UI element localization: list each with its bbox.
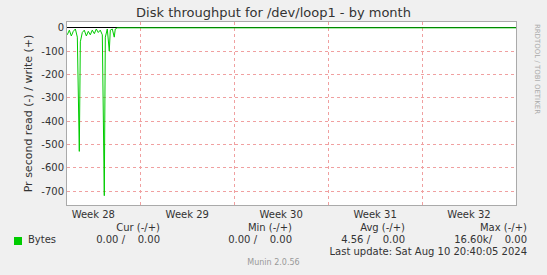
svg-text:Week 29: Week 29 bbox=[166, 209, 209, 220]
svg-text:-400: -400 bbox=[41, 116, 64, 127]
svg-text:-700: -700 bbox=[41, 186, 64, 197]
html-text:0.00 / 0.00: 0.00 / 0.00 bbox=[96, 234, 160, 245]
svg-text:Pr second read (-) / write (+): Pr second read (-) / write (+) bbox=[22, 35, 35, 193]
svg-text:-600: -600 bbox=[41, 162, 64, 173]
svg-text:-100: -100 bbox=[41, 46, 64, 57]
html-text:0.00 / 0.00: 0.00 / 0.00 bbox=[228, 234, 292, 245]
html-text:Avg (-/+): Avg (-/+) bbox=[360, 222, 405, 233]
html-text:Min (-/+): Min (-/+) bbox=[247, 222, 292, 233]
svg-text:Week 28: Week 28 bbox=[72, 209, 115, 220]
svg-text:Week 32: Week 32 bbox=[447, 209, 490, 220]
html-text:Bytes: Bytes bbox=[28, 234, 57, 245]
html-text:16.60k/ 0.00: 16.60k/ 0.00 bbox=[454, 234, 527, 245]
svg-text:0: 0 bbox=[58, 22, 64, 33]
svg-text:-300: -300 bbox=[41, 92, 64, 103]
svg-text:-200: -200 bbox=[41, 69, 64, 80]
html-text:Cur (-/+): Cur (-/+) bbox=[116, 222, 160, 233]
html-text:4.56 / 0.00: 4.56 / 0.00 bbox=[341, 234, 405, 245]
svg-text:Week 30: Week 30 bbox=[260, 209, 303, 220]
svg-text:-500: -500 bbox=[41, 139, 64, 150]
html-text:Last update: Sat Aug 10 20:40:: Last update: Sat Aug 10 20:40:05 2024 bbox=[329, 246, 527, 257]
svg-text:Week 31: Week 31 bbox=[353, 209, 396, 220]
svg-text:Disk throughput for /dev/loop1: Disk throughput for /dev/loop1 - by mont… bbox=[136, 5, 411, 20]
html-text:Munin 2.0.56: Munin 2.0.56 bbox=[247, 258, 300, 267]
svg-text:RRDTOOL / TOBI OETIKER: RRDTOOL / TOBI OETIKER bbox=[533, 24, 541, 114]
html-text:Max (-/+): Max (-/+) bbox=[480, 222, 527, 233]
